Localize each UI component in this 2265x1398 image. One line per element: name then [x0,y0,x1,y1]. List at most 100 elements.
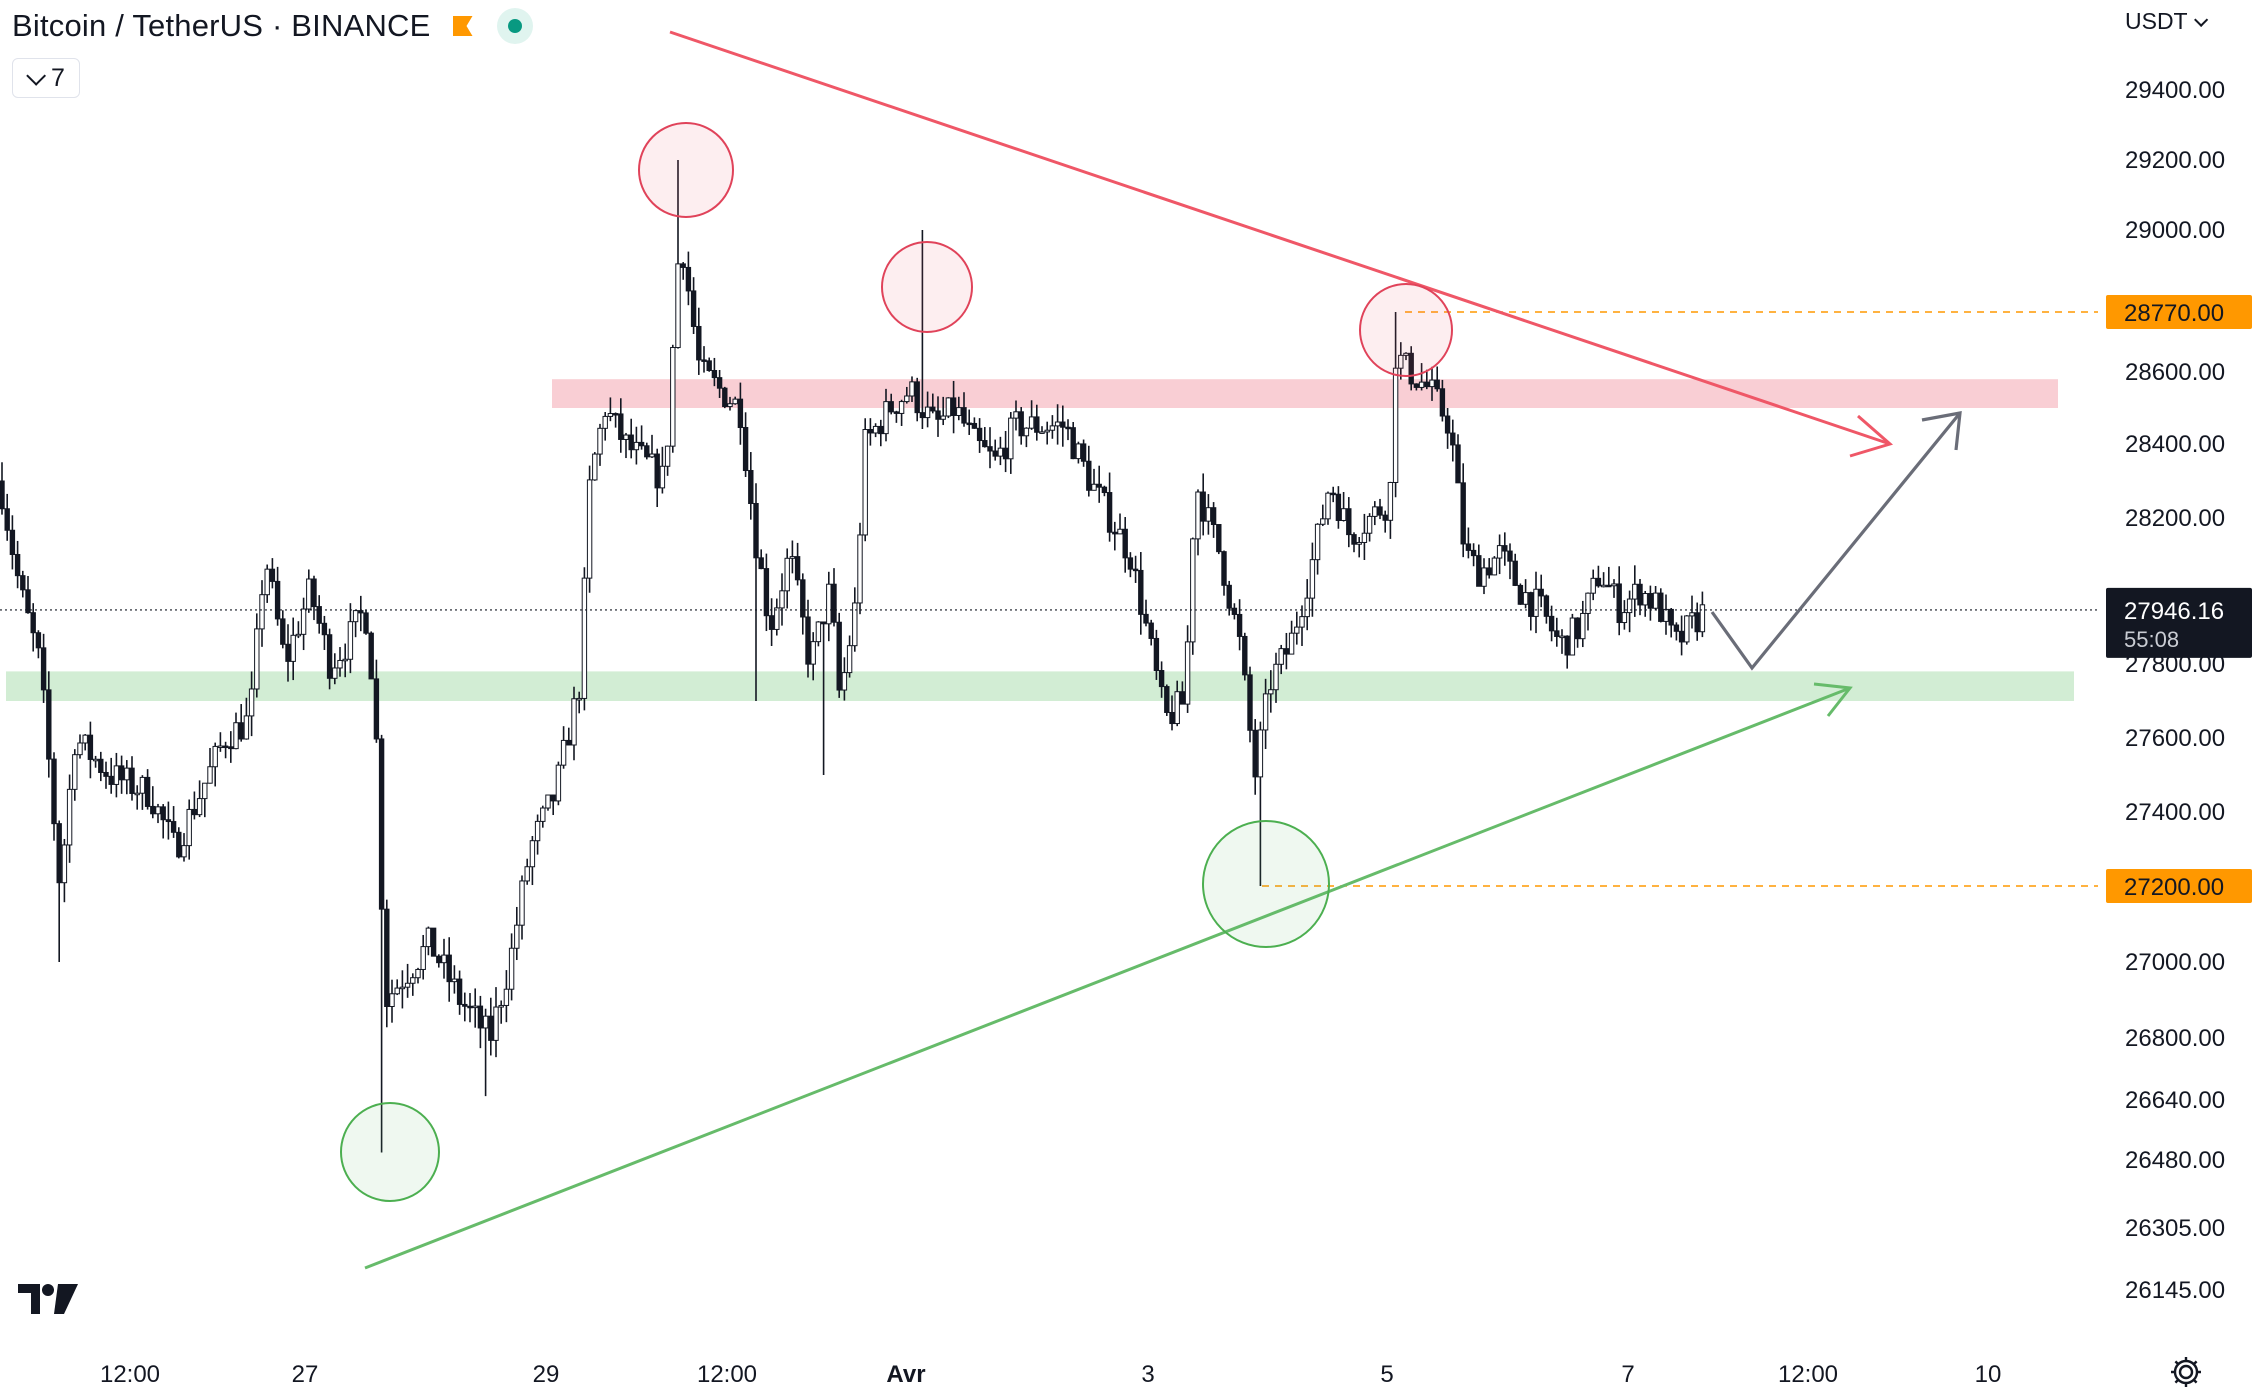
candle [233,712,239,750]
candle [1694,602,1700,641]
candle [1543,594,1550,624]
price-tick-label: 28200.00 [2125,505,2225,532]
price-tick-label: 28600.00 [2125,359,2225,386]
price-zones [6,379,2074,701]
time-tick-label: 12:00 [1778,1361,1838,1388]
candle [602,412,608,441]
candle [1262,678,1269,750]
candle [1533,571,1539,634]
candle [228,731,234,763]
candle [1242,632,1248,681]
resistance-trendline[interactable] [669,30,1891,446]
candle [207,747,213,784]
candle [430,927,437,957]
marked-high-circle [638,122,734,218]
candle [846,635,853,678]
time-tick-label: Avr [886,1361,925,1388]
candle [1413,383,1420,391]
price-tick-label: 27600.00 [2125,725,2225,752]
candle [124,760,130,795]
symbol-title[interactable]: Bitcoin / TetherUS · BINANCE [12,8,431,43]
candle [982,427,988,448]
price-tick-label: 26145.00 [2125,1277,2225,1304]
candle [930,393,936,414]
price-tick-label: 28400.00 [2125,431,2225,458]
candle [1398,342,1404,380]
candle [758,549,764,570]
support-zone [6,671,2074,701]
symbol-legend: Bitcoin / TetherUS · BINANCE [12,8,533,44]
candle [472,988,478,1028]
candle [1169,695,1175,731]
candle [1283,632,1290,670]
candle [1070,421,1076,460]
time-axis[interactable]: 12:00 27 29 12:00 Avr 3 5 7 12:00 10 [100,1361,2001,1388]
candle [950,380,957,434]
candle [332,653,338,685]
candle [1642,590,1648,617]
candle [857,522,863,615]
candle [956,396,962,421]
candle [337,647,343,677]
gear-icon[interactable] [2168,1354,2204,1390]
indicators-toggle-button[interactable]: 7 [12,58,80,98]
candle [1434,366,1440,392]
price-tick-label: 26640.00 [2125,1087,2225,1114]
candle [1465,527,1472,559]
candle [358,595,364,632]
candle [1320,504,1326,527]
candle [436,954,442,968]
candle [763,553,770,632]
candle [623,432,629,459]
candle [836,612,842,698]
candle [269,558,276,589]
tradingview-logo-icon[interactable] [18,1282,80,1316]
candle [1309,542,1316,617]
candle [1184,625,1191,713]
candle [1351,532,1357,553]
level-price-label: 28770.00 [2124,300,2224,327]
candle [420,934,426,980]
candle [326,628,333,690]
candle [170,806,177,838]
price-tick-label: 26800.00 [2125,1025,2225,1052]
candle [581,567,588,711]
candle [404,963,411,998]
candle [945,397,952,419]
candle [1564,635,1570,669]
candle [519,875,525,940]
candle [1569,613,1576,656]
candle [566,727,572,746]
candle [254,613,260,698]
candle [664,445,671,476]
flag-icon[interactable] [451,13,477,39]
candle [1595,565,1602,588]
candle [1356,536,1362,558]
candle [384,899,390,1028]
candle [924,391,931,428]
currency-selector[interactable]: USDT [2125,8,2208,35]
candle [61,838,68,903]
projection-path[interactable] [1710,411,1962,671]
candle [1236,599,1243,651]
candle [425,926,432,956]
candle [191,791,198,820]
candle [212,742,218,787]
candle [285,624,291,682]
candle [300,597,307,651]
support-trendline[interactable] [364,686,1851,1270]
candle [711,357,718,387]
candle [514,906,520,961]
price-axis[interactable]: 29400.00 29200.00 29000.00 28600.00 28400.00… [2125,77,2225,1304]
candle [1481,558,1487,595]
candle [1392,312,1399,498]
candle [181,833,187,862]
candle [878,419,884,447]
candle [1528,591,1534,631]
candle [202,782,208,818]
candle [649,434,655,458]
candle [1626,590,1633,633]
market-open-dot-icon [496,8,533,44]
candle [1408,346,1414,391]
